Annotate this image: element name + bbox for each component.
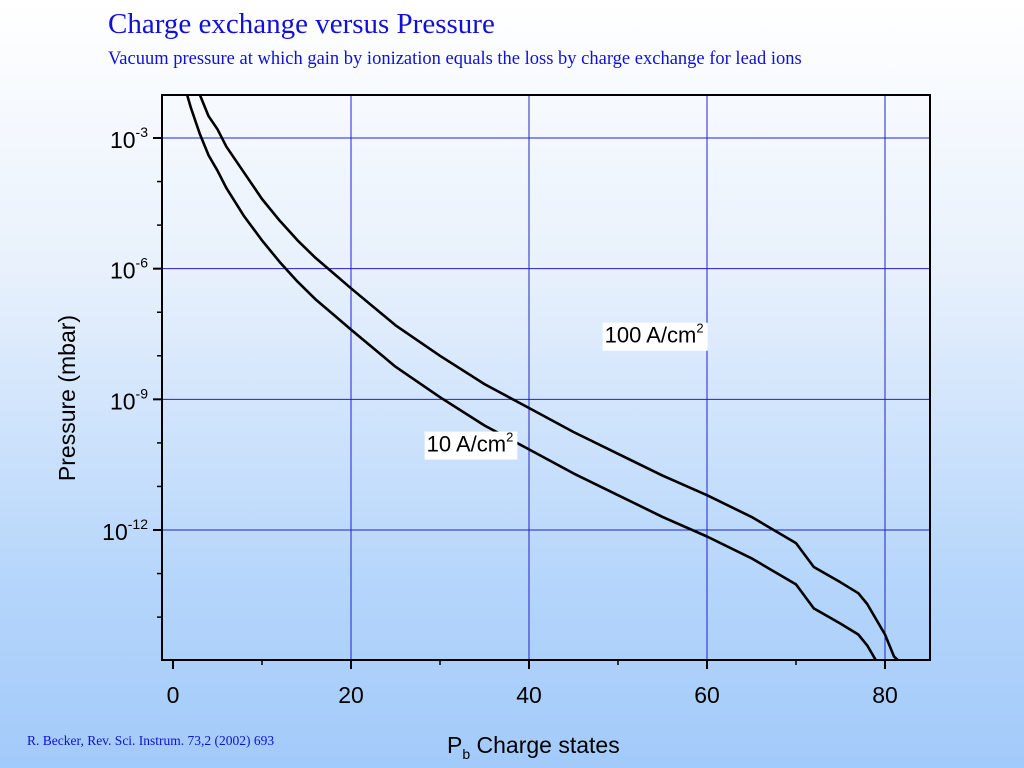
curve-label-1: 10 A/cm2	[424, 430, 518, 460]
plot-frame	[161, 94, 931, 661]
x-axis-title-rest: Charge states	[470, 732, 620, 758]
curve-label-0: 100 A/cm2	[602, 321, 708, 351]
curve-label-box	[602, 322, 708, 351]
curves	[185, 95, 900, 660]
y-tick-label: 10-12	[102, 516, 148, 545]
curve-series-0	[198, 95, 900, 660]
citation: R. Becker, Rev. Sci. Instrum. 73,2 (2002…	[27, 733, 275, 748]
x-tick-label: 20	[338, 682, 364, 708]
curve-label-text: 100 A/cm2	[605, 321, 704, 348]
y-tick-label: 10-9	[110, 385, 148, 414]
y-tick-label: 10-3	[110, 124, 148, 153]
curve-label-text: 10 A/cm2	[427, 430, 514, 457]
tick-labels: 0 20 40 60 80 10-3 10-6 10-9 10-12	[102, 124, 898, 708]
x-axis-title-main: P	[447, 732, 462, 758]
grid-lines	[162, 95, 930, 660]
x-tick-label: 0	[167, 682, 180, 708]
slide-subtitle: Vacuum pressure at which gain by ionizat…	[108, 49, 802, 69]
x-tick-label: 40	[516, 682, 542, 708]
curve-series-1	[185, 95, 878, 660]
x-tick-label: 80	[872, 682, 898, 708]
slide-title: Charge exchange versus Pressure	[108, 8, 495, 40]
x-axis-title-sub: b	[462, 746, 470, 762]
y-axis-title: Pressure (mbar)	[54, 315, 80, 481]
x-tick-label: 60	[694, 682, 720, 708]
x-axis-title: Pb Charge states	[447, 732, 620, 762]
curve-labels: 100 A/cm2 10 A/cm2	[424, 321, 708, 460]
y-tick-label: 10-6	[110, 255, 148, 284]
curve-label-box	[424, 431, 518, 460]
